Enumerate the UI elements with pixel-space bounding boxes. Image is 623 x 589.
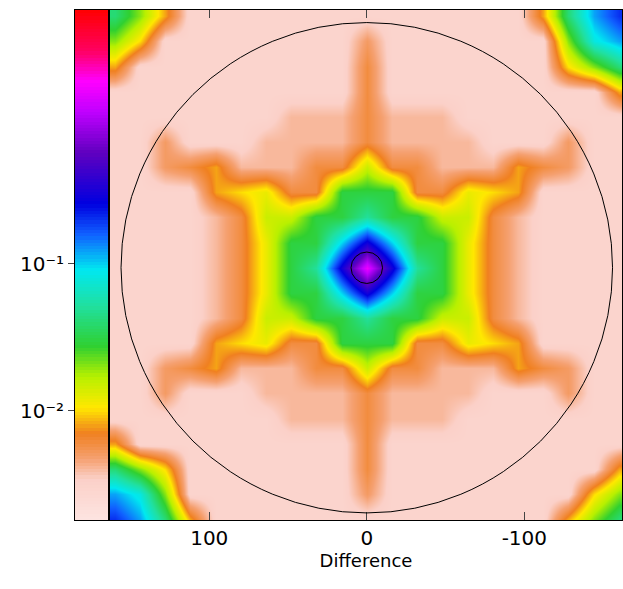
svg-text:0: 0 [360,526,373,550]
svg-text:-100: -100 [502,526,547,550]
svg-text:10⁻¹: 10⁻¹ [20,252,64,276]
svg-text:10⁻²: 10⁻² [20,399,64,423]
svg-text:Difference: Difference [320,550,413,571]
svg-text:100: 100 [190,526,228,550]
